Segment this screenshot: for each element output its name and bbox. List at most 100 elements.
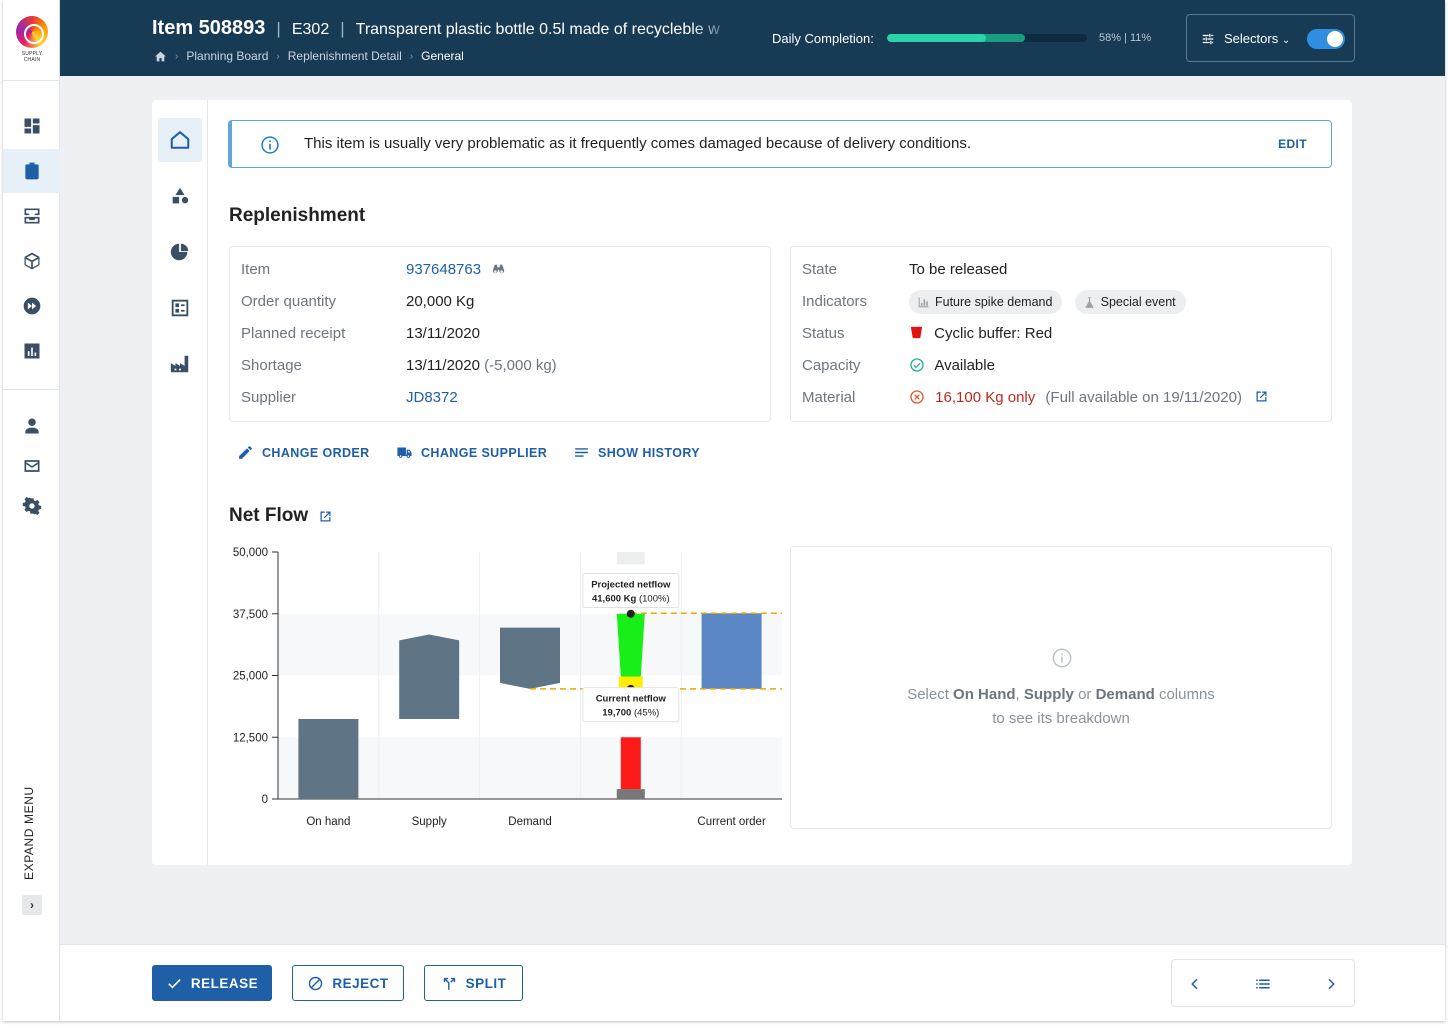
replenishment-details-right: State To be released Indicators Future s…: [790, 246, 1332, 422]
nav-planning[interactable]: [3, 149, 60, 193]
netflow-chart: 0 12,500 25,000 37,500 50,000 On hand Supply De…: [233, 547, 782, 828]
breadcrumb: › Planning Board › Replenishment Detail …: [154, 49, 464, 63]
change-order-button[interactable]: CHANGE ORDER: [237, 444, 370, 461]
nav-profile[interactable]: [3, 404, 60, 448]
chart-band: [278, 552, 782, 614]
expand-menu-button[interactable]: ›: [22, 895, 42, 915]
breadcrumb-planning-board[interactable]: Planning Board: [186, 49, 269, 63]
change-supplier-label: CHANGE SUPPLIER: [421, 445, 548, 460]
alert-text: This item is usually very problematic as…: [304, 135, 971, 152]
checklist-icon: [171, 299, 189, 317]
waterfall-bar-on-hand: [298, 718, 359, 799]
alert-edit-button[interactable]: EDIT: [1278, 137, 1307, 151]
buffer-zone-red: [620, 737, 641, 790]
hint-suffix: columns: [1154, 686, 1215, 703]
item-link[interactable]: 937648763: [406, 261, 506, 278]
rail-factory[interactable]: [158, 342, 202, 386]
projected-netflow-tooltip-value: 41,600 Kg (100%): [592, 593, 670, 604]
indicator-chip: Future spike demand: [909, 290, 1063, 314]
chevron-left-icon: [1191, 978, 1198, 990]
hint-demand: Demand: [1095, 686, 1155, 703]
block-icon: [309, 976, 323, 990]
buffer-zone-green: [616, 613, 645, 677]
split-button[interactable]: SPLIT: [424, 965, 523, 1001]
nav-analytics[interactable]: [3, 329, 60, 373]
item-value[interactable]: 937648763: [406, 261, 482, 278]
nav-dashboard[interactable]: [3, 104, 60, 148]
projected-netflow-tooltip-title: Projected netflow: [591, 579, 671, 590]
truck-icon: [397, 447, 412, 458]
change-supplier-button[interactable]: CHANGE SUPPLIER: [396, 444, 547, 461]
mail-icon: [24, 460, 39, 472]
selectors-control[interactable]: Selectors ⌄: [1186, 14, 1355, 62]
split-icon: [443, 977, 455, 990]
capacity-value-row: Available: [909, 357, 995, 374]
check-icon: [168, 978, 181, 988]
external-link-icon[interactable]: [1254, 389, 1269, 404]
home-outline-icon: [170, 131, 190, 149]
item-title: Item 508893: [152, 17, 266, 39]
show-history-label: SHOW HISTORY: [598, 445, 701, 460]
status-value: Cyclic buffer: Red: [934, 325, 1053, 342]
nav-execution[interactable]: [3, 284, 60, 328]
current-netflow-tooltip-title: Current netflow: [596, 694, 667, 705]
breadcrumb-chevron-icon: ›: [276, 50, 280, 62]
factory-icon: [170, 355, 189, 373]
shortage-label: Shortage: [241, 357, 302, 374]
binoculars-icon[interactable]: [491, 261, 506, 276]
home-icon[interactable]: [154, 50, 167, 63]
shortage-value-row: 13/11/2020 (-5,000 kg): [406, 357, 557, 374]
y-tick-label: 12,500: [233, 732, 268, 744]
reject-label: REJECT: [332, 975, 389, 991]
previous-record-button[interactable]: [1184, 973, 1206, 995]
planned-receipt-value: 13/11/2020: [406, 325, 480, 342]
chart-band: [278, 737, 782, 799]
selectors-toggle[interactable]: [1307, 29, 1345, 49]
gear-icon: [22, 496, 41, 516]
waterfall-bar-current-order: [701, 613, 762, 689]
nav-items[interactable]: [3, 239, 60, 283]
breadcrumb-replenishment-detail[interactable]: Replenishment Detail: [287, 49, 402, 63]
hint-comma: ,: [1015, 686, 1024, 703]
daily-completion-fill: [887, 34, 986, 42]
rail-pie[interactable]: [158, 230, 202, 274]
material-label: Material: [802, 389, 856, 406]
pencil-icon: [239, 446, 252, 459]
release-label: RELEASE: [190, 975, 259, 991]
reject-button[interactable]: REJECT: [292, 965, 404, 1001]
sidebar-divider: [3, 80, 60, 81]
current-netflow-tooltip-box: [582, 687, 680, 723]
record-list-button[interactable]: [1252, 973, 1274, 995]
inbox-icon: [24, 208, 39, 224]
external-link-icon[interactable]: [318, 509, 333, 524]
expand-menu-label[interactable]: EXPAND MENU: [22, 786, 36, 880]
projected-netflow-tooltip-amount: 41,600 Kg: [592, 593, 639, 604]
planned-receipt-label: Planned receipt: [241, 325, 346, 342]
nav-settings[interactable]: [3, 484, 60, 528]
breadcrumb-current: General: [421, 49, 464, 63]
nav-inbox[interactable]: [3, 194, 60, 238]
rail-checklist[interactable]: [158, 286, 202, 330]
hint-line2: to see its breakdown: [992, 710, 1130, 727]
supplier-link[interactable]: JD8372: [406, 389, 458, 406]
person-icon: [24, 418, 39, 434]
rail-general[interactable]: [158, 118, 202, 162]
clipboard-icon: [24, 162, 39, 180]
release-button[interactable]: RELEASE: [152, 965, 272, 1001]
rail-shapes[interactable]: [158, 174, 202, 218]
selectors-label[interactable]: Selectors ⌄: [1224, 31, 1290, 46]
nav-messages[interactable]: [3, 444, 60, 488]
indicators-label: Indicators: [802, 293, 868, 310]
material-value: 16,100 Kg only: [935, 389, 1036, 406]
next-record-button[interactable]: [1320, 973, 1342, 995]
current-netflow-tooltip-value: 19,700 (45%): [602, 708, 659, 719]
selectors-text: Selectors: [1224, 31, 1279, 46]
chevron-right-icon: [1328, 978, 1335, 990]
netflow-title: Net Flow: [229, 505, 309, 526]
error-circle-icon: [910, 390, 924, 404]
daily-completion-label: Daily Completion:: [772, 31, 874, 46]
fast-forward-icon: [23, 297, 40, 315]
title-separator: |: [276, 19, 281, 38]
item-code: E302: [291, 21, 330, 38]
show-history-button[interactable]: SHOW HISTORY: [573, 444, 700, 461]
